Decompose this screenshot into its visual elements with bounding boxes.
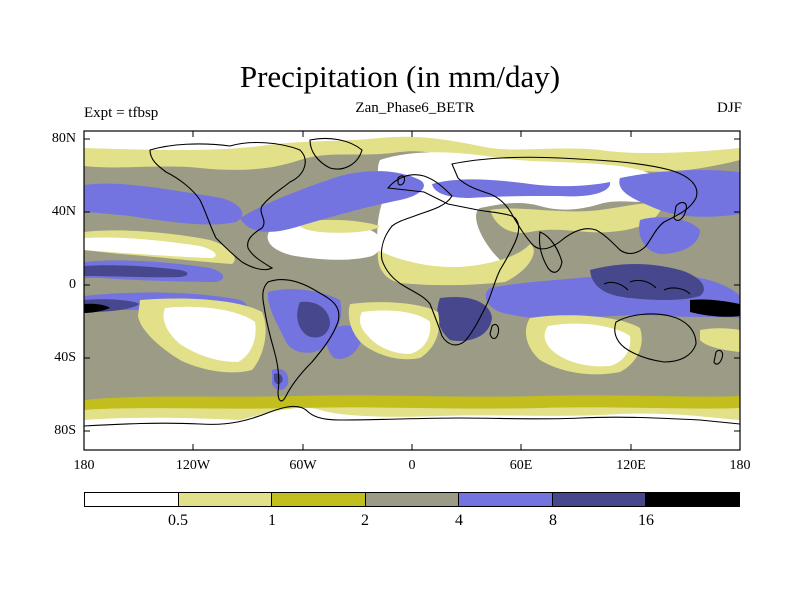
colorbar-swatch xyxy=(365,493,460,506)
colorbar-label: 1 xyxy=(268,512,276,529)
lon-tick-label: 60W xyxy=(289,458,317,473)
colorbar-swatch xyxy=(459,493,553,506)
lat-tick-label: 80N xyxy=(51,131,76,146)
lat-tick-label: 80S xyxy=(54,423,76,438)
lon-tick-label: 60E xyxy=(509,458,533,473)
experiment-label: Expt = tfbsp xyxy=(84,105,159,121)
colorbar-label: 2 xyxy=(361,512,369,529)
colorbar-swatch xyxy=(272,493,366,506)
season-label: DJF xyxy=(716,100,742,116)
colorbar xyxy=(84,492,740,507)
case-label: Zan_Phase6_BETR xyxy=(355,100,475,116)
colorbar-label: 8 xyxy=(549,512,557,529)
colorbar-swatch xyxy=(178,493,273,506)
contour-fill-layer xyxy=(84,131,740,450)
lon-tick-label: 180 xyxy=(729,458,751,473)
lon-tick-label: 0 xyxy=(408,458,416,473)
coastline-layer xyxy=(84,137,740,427)
colorbar-label: 0.5 xyxy=(168,512,188,529)
colorbar-label: 16 xyxy=(638,512,654,529)
lat-tick-label: 0 xyxy=(69,277,76,292)
colorbar-label: 4 xyxy=(455,512,463,529)
lon-tick-label: 120E xyxy=(616,458,646,473)
lon-tick-label: 120W xyxy=(175,458,211,473)
axis-ticks xyxy=(83,131,741,450)
lat-tick-label: 40S xyxy=(54,350,76,365)
lat-tick-label: 40N xyxy=(51,204,76,219)
colorbar-swatch xyxy=(552,493,647,506)
colorbar-swatch xyxy=(85,493,179,506)
plot-title: Precipitation (in mm/day) xyxy=(239,59,561,94)
lon-tick-label: 180 xyxy=(73,458,95,473)
colorbar-swatch xyxy=(646,493,740,506)
